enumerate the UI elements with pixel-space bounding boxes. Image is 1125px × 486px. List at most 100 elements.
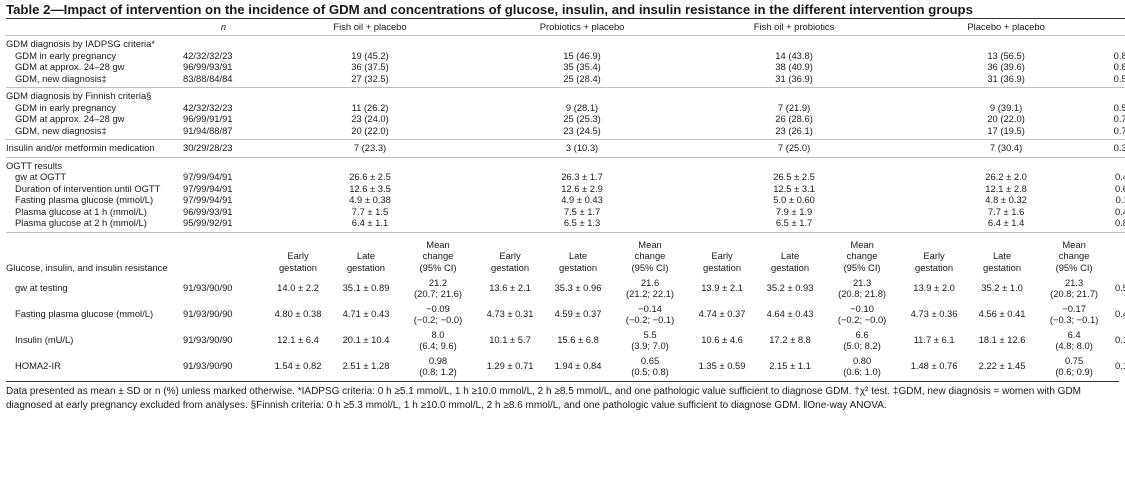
- subheader-gestation: gestation: [346, 261, 386, 273]
- cell-ci: (20.8; 21.8): [838, 288, 887, 299]
- subheader-gestation: gestation: [558, 261, 598, 273]
- cell-ci: (−0.3; −0.1): [1049, 314, 1099, 325]
- table-row: Fasting plasma glucose (mmol/L) 97/99/94…: [6, 194, 1125, 206]
- subheader-early: Early: [923, 250, 945, 261]
- cell: 4.73 ± 0.36: [910, 308, 958, 320]
- cell-ci: (0.5; 0.8): [631, 366, 669, 377]
- cell: 23 (24.0): [351, 113, 389, 124]
- cell-ci: (20.7; 21.6): [414, 288, 462, 299]
- cell: 7 (25.0): [777, 142, 811, 153]
- subheader-late: Late: [780, 250, 800, 261]
- cell: 1.35 ± 0.59: [698, 360, 746, 372]
- cell: 20 (22.0): [351, 124, 389, 136]
- cell: 15.6 ± 6.8: [557, 334, 599, 346]
- row-p: 0.11ǁ: [1115, 194, 1125, 205]
- cell: 4.59 ± 0.37: [554, 308, 602, 320]
- cell: 0.65: [640, 354, 660, 366]
- cell: 35.1 ± 0.89: [342, 282, 390, 294]
- cell: 2.15 ± 1.1: [769, 360, 811, 372]
- cell: 12.1 ± 2.8: [985, 182, 1027, 194]
- row-label: GDM at approx. 24–28 gw: [15, 61, 125, 72]
- cell: 4.73 ± 0.31: [486, 308, 534, 320]
- subheader-ci: (95% CI): [843, 261, 881, 273]
- row-label: GDM, new diagnosis‡: [15, 72, 107, 84]
- cell-ci: (−0.2; −0.0): [413, 314, 463, 325]
- row-label: gw at OGTT: [15, 171, 67, 182]
- row-p: 0.59†: [1113, 72, 1125, 84]
- cell: 1.54 ± 0.82: [274, 360, 322, 372]
- cell: 26.5 ± 2.5: [773, 171, 815, 182]
- cell: 35 (35.4): [563, 61, 601, 72]
- section-heading-iadpsg: GDM diagnosis by IADPSG criteria*: [6, 38, 156, 49]
- row-p: 0.49ǁ: [1114, 171, 1125, 182]
- row-p: 0.80†: [1113, 49, 1125, 61]
- cell: 4.8 ± 0.32: [985, 194, 1027, 205]
- table-title: Table 2—Impact of intervention on the in…: [6, 2, 973, 17]
- cell: 21.3: [1064, 276, 1084, 288]
- row-label: GDM at approx. 24–28 gw: [15, 113, 125, 124]
- header-group-1: Fish oil + placebo: [333, 21, 407, 33]
- cell: 13.6 ± 2.1: [489, 282, 531, 294]
- table-row: gw at OGTT 97/99/94/91 26.6 ± 2.5 26.3 ±…: [6, 171, 1125, 183]
- row-label: GDM in early pregnancy: [15, 49, 117, 61]
- cell: 10.6 ± 4.6: [701, 334, 743, 346]
- cell: 1.29 ± 0.71: [486, 360, 534, 372]
- cell: 6.4: [1067, 328, 1081, 340]
- subheader-gestation: gestation: [771, 261, 810, 273]
- cell-ci: (20.8; 21.7): [1050, 288, 1099, 299]
- cell: −0.09: [426, 302, 450, 314]
- cell: 13 (56.5): [987, 49, 1025, 61]
- subheader-change: change: [846, 250, 878, 261]
- subheader-early: Early: [287, 250, 309, 261]
- cell: 14 (43.8): [775, 49, 813, 61]
- cell: 12.5 ± 3.1: [773, 182, 815, 194]
- subheader-ci: (95% CI): [419, 261, 457, 273]
- row-n: 91/93/90/90: [183, 360, 233, 372]
- cell-ci: (21.2; 22.1): [626, 288, 674, 299]
- cell: 1.94 ± 0.84: [554, 360, 602, 372]
- header-n: n: [220, 21, 227, 33]
- cell-ci: (5.0; 8.2): [843, 340, 881, 351]
- row-p: 0.63ǁ: [1114, 182, 1125, 194]
- subheader-gestation: gestation: [983, 261, 1022, 273]
- cell: 20.1 ± 10.4: [342, 334, 390, 346]
- row-p: 0.44ǁ: [1114, 205, 1125, 217]
- cell: 13.9 ± 2.0: [913, 282, 955, 294]
- table-row: HOMA2-IR 91/93/90/90 1.54 ± 0.82 2.51 ± …: [6, 353, 1125, 379]
- cell: 4.9 ± 0.38: [349, 194, 391, 205]
- row-p: 0.87†: [1113, 61, 1125, 72]
- cell: 36 (39.6): [987, 61, 1025, 72]
- cell: 31 (36.9): [987, 72, 1025, 84]
- row-p: 0.74†: [1113, 124, 1125, 136]
- row-n: 42/32/32/23: [183, 49, 233, 61]
- cell: 6.4 ± 1.4: [987, 217, 1025, 228]
- cell: 7 (30.4): [989, 142, 1023, 153]
- cell: −0.14: [638, 302, 662, 314]
- row-label: Insulin and/or metformin medication: [6, 142, 155, 153]
- cell: 3 (10.3): [565, 142, 599, 153]
- cell-ci: (0.6; 0.9): [1055, 366, 1093, 377]
- row-n: 91/93/90/90: [183, 308, 233, 320]
- row-p: 0.56†: [1113, 101, 1125, 113]
- header-group-4: Placebo + placebo: [967, 21, 1045, 33]
- cell: 7.9 ± 1.9: [775, 205, 813, 217]
- cell: 27 (32.5): [351, 72, 389, 84]
- subheader-gestation: gestation: [278, 261, 318, 273]
- row-p: 0.49ǁ: [1114, 308, 1125, 320]
- cell: 9 (39.1): [989, 101, 1023, 113]
- row-p: 0.33†: [1113, 142, 1125, 153]
- results-table: n Fish oil + placebo Probiotics + placeb…: [6, 18, 1125, 379]
- cell: 0.80: [852, 354, 872, 366]
- table-row: Insulin and/or metformin medication 30/2…: [6, 139, 1125, 158]
- cell: 6.4 ± 1.1: [351, 217, 389, 228]
- subheader-late: Late: [356, 250, 376, 261]
- cell: 31 (36.9): [775, 72, 813, 84]
- section-heading-row: GDM diagnosis by Finnish criteria§: [6, 87, 1125, 102]
- subheader-mean: Mean: [1062, 238, 1086, 250]
- row-n: 83/88/84/84: [183, 72, 233, 84]
- table-row: GDM in early pregnancy 42/32/32/23 11 (2…: [6, 102, 1125, 114]
- row-p: 0.12ǁ: [1114, 360, 1125, 372]
- row-n: 97/99/94/91: [183, 194, 233, 205]
- row-n: 91/93/90/90: [183, 334, 233, 346]
- cell: 25 (25.3): [563, 113, 601, 124]
